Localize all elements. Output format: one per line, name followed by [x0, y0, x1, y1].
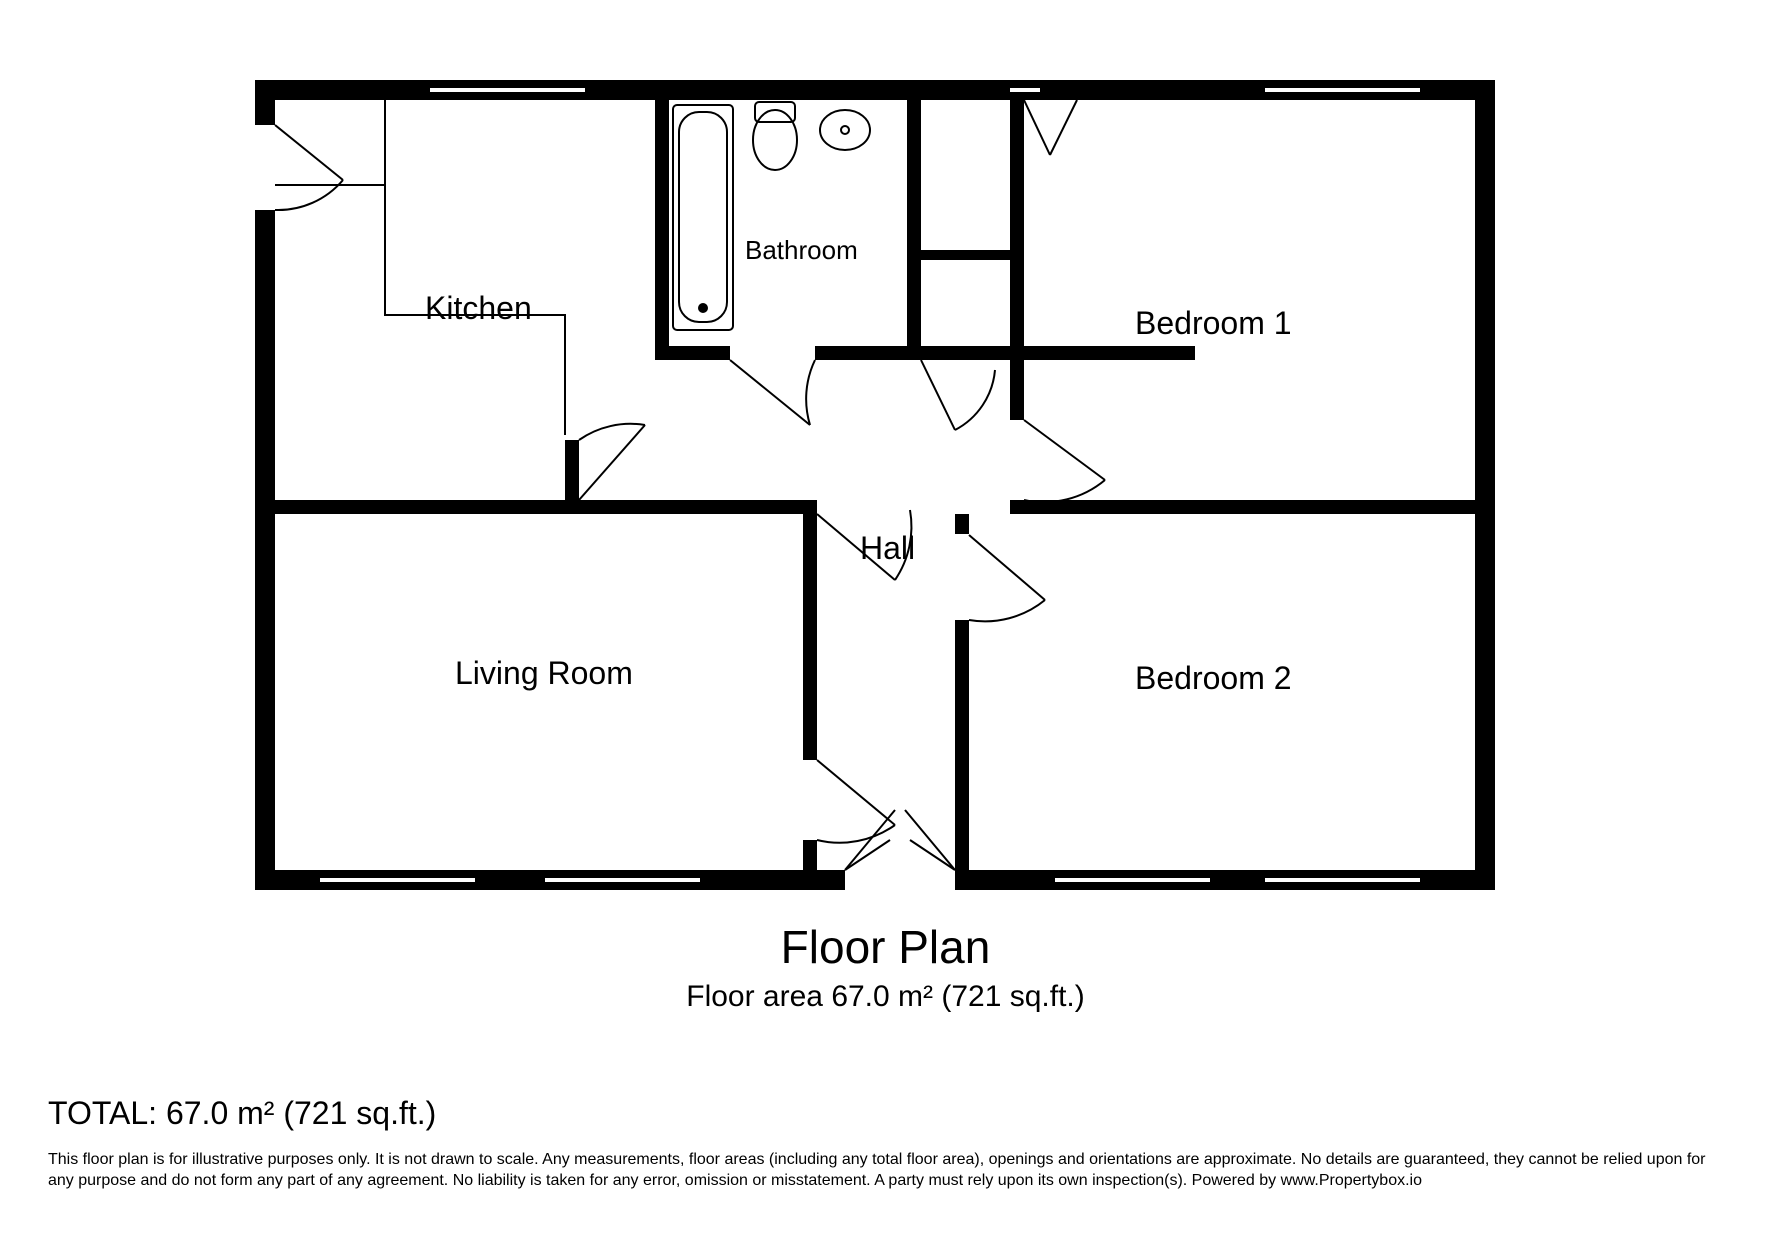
bathroom-fixtures [673, 102, 870, 330]
label-kitchen: Kitchen [425, 290, 532, 327]
plan-subtitle: Floor area 67.0 m² (721 sq.ft.) [0, 980, 1771, 1014]
plan-title: Floor Plan [0, 920, 1771, 974]
label-hall: Hall [860, 530, 915, 567]
label-bathroom: Bathroom [745, 235, 858, 266]
interior-walls [275, 100, 1475, 870]
label-bedroom1: Bedroom 1 [1135, 305, 1292, 342]
floorplan-svg [255, 80, 1495, 890]
total-area: TOTAL: 67.0 m² (721 sq.ft.) [48, 1095, 436, 1132]
outer-walls [255, 80, 1495, 890]
floorplan-diagram: Kitchen Bathroom Bedroom 1 Hall Living R… [255, 80, 1495, 890]
disclaimer-text: This floor plan is for illustrative purp… [48, 1150, 1728, 1192]
door-arcs [275, 100, 1105, 870]
kitchen-counter [275, 100, 565, 435]
label-bedroom2: Bedroom 2 [1135, 660, 1292, 697]
label-living: Living Room [455, 655, 633, 692]
